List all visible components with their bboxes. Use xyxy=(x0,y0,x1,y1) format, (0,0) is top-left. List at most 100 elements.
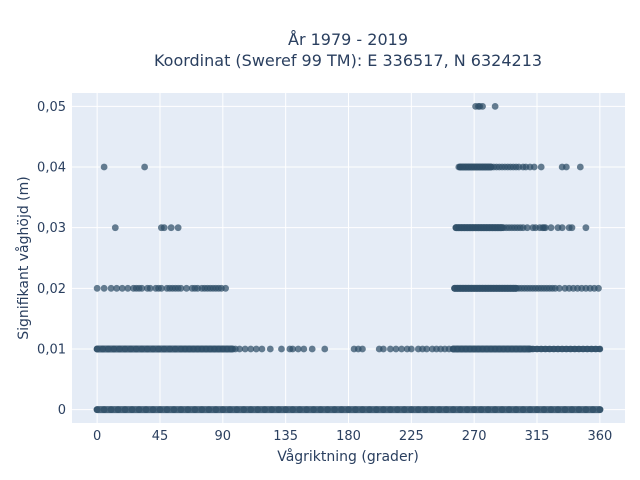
data-point xyxy=(121,345,129,353)
data-point xyxy=(533,406,541,414)
data-point xyxy=(247,406,255,414)
x-tick-labels: 0 45 90 135 180 225 270 315 360 xyxy=(93,429,612,444)
data-point xyxy=(380,345,387,353)
data-point xyxy=(177,284,185,292)
data-point xyxy=(205,406,213,414)
data-point xyxy=(100,163,108,171)
data-point xyxy=(93,284,101,292)
data-point xyxy=(456,406,464,414)
data-point xyxy=(226,406,234,414)
data-point xyxy=(191,406,199,414)
data-point xyxy=(345,406,352,414)
data-point xyxy=(484,406,492,414)
data-point xyxy=(124,284,132,292)
data-point xyxy=(174,224,182,232)
data-point xyxy=(562,163,570,171)
data-point xyxy=(400,406,408,414)
data-point xyxy=(128,406,136,414)
data-point xyxy=(576,163,584,171)
data-point xyxy=(519,406,527,414)
data-point xyxy=(555,284,563,292)
data-point xyxy=(477,406,485,414)
data-point xyxy=(282,406,290,414)
data-point xyxy=(463,406,471,414)
data-point xyxy=(219,406,227,414)
data-point xyxy=(254,406,262,414)
x-tick-label: 45 xyxy=(152,429,169,444)
data-point xyxy=(540,406,548,414)
data-point xyxy=(157,284,165,292)
data-point xyxy=(171,345,179,353)
x-tick-label: 360 xyxy=(587,429,612,444)
data-point xyxy=(155,345,162,353)
data-point xyxy=(554,406,562,414)
data-point xyxy=(393,406,401,414)
data-point xyxy=(110,345,118,353)
data-point xyxy=(170,406,178,414)
data-point xyxy=(595,284,602,292)
data-point xyxy=(121,406,129,414)
data-point xyxy=(100,406,108,414)
data-point xyxy=(142,406,150,414)
data-point xyxy=(392,345,400,353)
data-point xyxy=(310,406,317,414)
x-tick-label: 225 xyxy=(399,429,424,444)
data-point xyxy=(596,345,604,353)
x-tick-label: 90 xyxy=(215,429,232,444)
data-point xyxy=(321,345,329,353)
data-point xyxy=(177,406,185,414)
data-point xyxy=(114,406,122,414)
x-tick-label: 135 xyxy=(273,429,298,444)
data-point xyxy=(582,224,590,232)
data-point xyxy=(268,406,276,414)
data-point xyxy=(308,345,316,353)
data-point xyxy=(236,345,243,353)
data-point xyxy=(575,406,583,414)
data-point xyxy=(138,345,146,353)
data-point xyxy=(491,406,499,414)
data-point xyxy=(275,406,283,414)
data-point xyxy=(479,102,486,110)
y-tick-label: 0 xyxy=(58,403,66,418)
data-point xyxy=(505,406,513,414)
data-point xyxy=(278,345,285,353)
data-point xyxy=(359,345,366,353)
data-point xyxy=(423,345,431,353)
x-tick-label: 180 xyxy=(336,429,361,444)
y-axis-title: Signifikant våghöjd (m) xyxy=(15,176,32,339)
data-point xyxy=(300,345,308,353)
data-points xyxy=(93,102,604,414)
chart-title-line-2: Koordinat (Sweref 99 TM): E 336517, N 63… xyxy=(154,51,542,70)
y-tick-label: 0,03 xyxy=(37,221,66,236)
data-point xyxy=(156,406,164,414)
data-point xyxy=(526,406,534,414)
data-point xyxy=(331,406,338,414)
data-point xyxy=(163,406,171,414)
data-point xyxy=(421,406,429,414)
data-point xyxy=(252,345,260,353)
data-point xyxy=(589,406,597,414)
data-point xyxy=(233,406,241,414)
data-point xyxy=(198,406,206,414)
data-point xyxy=(222,284,230,292)
data-point xyxy=(558,224,566,232)
data-point xyxy=(261,406,269,414)
data-point xyxy=(93,406,101,414)
data-point xyxy=(127,345,135,353)
data-point xyxy=(303,406,311,414)
data-point xyxy=(183,284,190,292)
data-point xyxy=(414,406,422,414)
data-point xyxy=(449,406,457,414)
data-point xyxy=(373,406,380,414)
data-point xyxy=(407,345,415,353)
y-tick-label: 0,05 xyxy=(37,100,66,115)
data-point xyxy=(160,224,168,232)
data-point xyxy=(542,224,549,232)
data-point xyxy=(523,224,531,232)
data-point xyxy=(317,406,324,414)
data-point xyxy=(386,406,394,414)
data-point xyxy=(111,224,119,232)
y-tick-labels: 0 0,01 0,02 0,03 0,04 0,05 xyxy=(37,100,66,418)
data-point xyxy=(289,345,297,353)
